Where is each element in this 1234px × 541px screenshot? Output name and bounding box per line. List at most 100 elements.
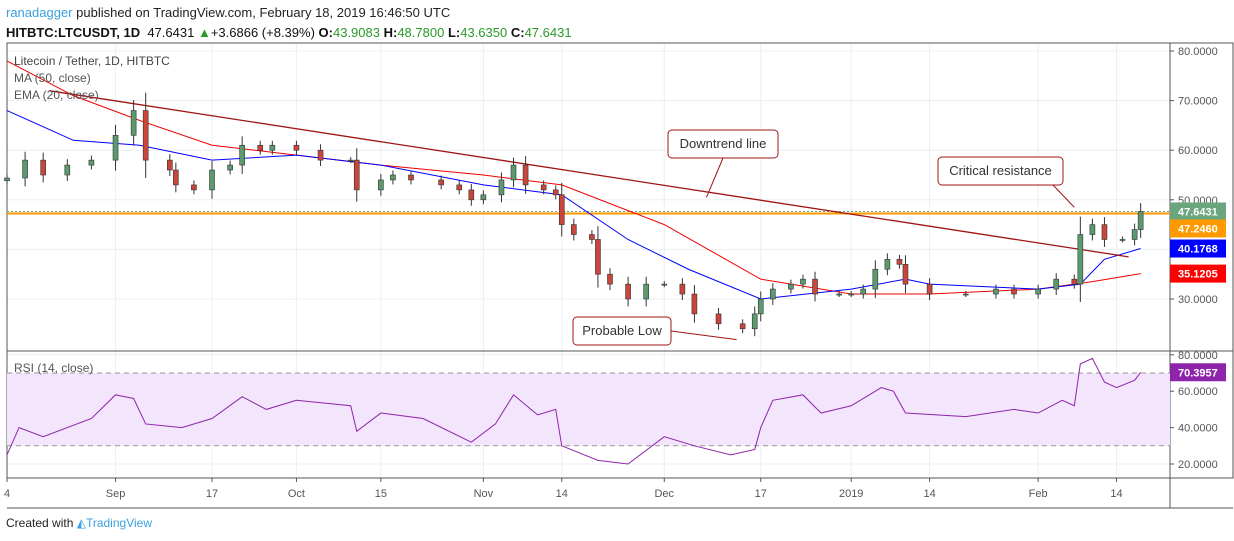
candle bbox=[173, 169, 179, 186]
low-value: 43.6350 bbox=[460, 25, 508, 40]
annotation-pointer bbox=[1052, 184, 1075, 208]
x-tick-label: 17 bbox=[755, 488, 767, 500]
candle bbox=[902, 263, 909, 285]
l-label: L: bbox=[447, 25, 461, 40]
candle bbox=[142, 110, 149, 161]
annotation-box bbox=[937, 156, 1064, 186]
price-badge-value: 35.1205 bbox=[1178, 269, 1218, 281]
candle bbox=[860, 288, 867, 295]
candle bbox=[788, 283, 794, 290]
candle bbox=[800, 278, 806, 285]
candle bbox=[64, 164, 71, 176]
annotation-box bbox=[667, 129, 779, 159]
rsi-line bbox=[6, 357, 1142, 465]
author-link[interactable]: ranadagger bbox=[6, 5, 73, 20]
x-tick-label: Dec bbox=[654, 488, 674, 500]
candle bbox=[739, 323, 746, 330]
symbol-info: HITBTC:LTCUSDT, 1D 47.6431 ▲+3.6866 (+8.… bbox=[6, 25, 572, 40]
tradingview-link[interactable]: TradingView bbox=[85, 516, 152, 530]
candle bbox=[1137, 211, 1144, 230]
up-arrow-icon: ▲ bbox=[197, 25, 211, 40]
candle bbox=[836, 293, 842, 296]
annotation-text: Critical resistance bbox=[949, 163, 1052, 178]
candle bbox=[353, 159, 360, 191]
candle bbox=[317, 149, 324, 161]
y-tick-label: 60.0000 bbox=[1178, 145, 1218, 157]
rsi-last-value: 70.3957 bbox=[1178, 367, 1218, 379]
annotation-pointer bbox=[670, 330, 737, 341]
annotation-text: Downtrend line bbox=[680, 136, 767, 151]
candle bbox=[552, 189, 559, 196]
candle bbox=[167, 159, 173, 171]
last-price: 47.6431 bbox=[147, 25, 195, 40]
candle bbox=[390, 174, 396, 181]
candle bbox=[191, 184, 197, 191]
candle bbox=[239, 144, 245, 166]
rsi-y-tick-label: 40.0000 bbox=[1178, 423, 1218, 435]
candle bbox=[498, 179, 505, 196]
downtrend-line bbox=[49, 90, 1129, 258]
candle bbox=[770, 288, 776, 300]
candle bbox=[1131, 229, 1138, 240]
candle bbox=[112, 135, 119, 161]
candle bbox=[607, 273, 613, 285]
x-tick-label: 14 bbox=[923, 488, 935, 500]
candle bbox=[558, 194, 565, 225]
candle bbox=[715, 313, 722, 325]
candle bbox=[40, 159, 46, 176]
c-label: C: bbox=[510, 25, 525, 40]
x-tick-label: Oct bbox=[288, 488, 305, 500]
candle bbox=[257, 144, 264, 151]
candle bbox=[1035, 288, 1041, 295]
candle bbox=[751, 313, 758, 330]
candle bbox=[293, 144, 300, 151]
candle bbox=[962, 293, 969, 296]
h-label: H: bbox=[383, 25, 398, 40]
indicator-label: MA (50, close) bbox=[14, 71, 91, 85]
candle bbox=[269, 144, 276, 151]
annotation-box bbox=[572, 316, 672, 346]
candle bbox=[1053, 278, 1060, 290]
y-tick-label: 80.0000 bbox=[1178, 46, 1218, 58]
price-badge-value: 47.6431 bbox=[1178, 206, 1218, 218]
candle bbox=[812, 278, 818, 295]
candle bbox=[456, 184, 463, 191]
candle bbox=[679, 283, 686, 295]
candle bbox=[872, 268, 879, 290]
x-tick-label: 14 bbox=[556, 488, 568, 500]
candle bbox=[1101, 224, 1108, 240]
rsi-label: RSI (14, close) bbox=[14, 361, 93, 375]
candle bbox=[468, 189, 475, 201]
candle bbox=[4, 177, 10, 181]
x-tick-label: 4 bbox=[4, 488, 10, 500]
y-tick-label: 70.0000 bbox=[1178, 96, 1218, 108]
high-value: 48.7800 bbox=[397, 25, 445, 40]
candle bbox=[347, 159, 354, 162]
rsi-y-tick-label: 20.0000 bbox=[1178, 459, 1218, 471]
candle bbox=[1071, 278, 1078, 285]
ema20-line bbox=[6, 110, 1141, 300]
candle bbox=[378, 179, 384, 191]
chart-frame bbox=[6, 42, 1234, 479]
candle bbox=[510, 164, 517, 181]
x-tick-label: 15 bbox=[375, 488, 387, 500]
symbol: HITBTC:LTCUSDT, 1D bbox=[6, 25, 141, 40]
price-badge bbox=[1170, 202, 1226, 221]
candle bbox=[589, 234, 595, 240]
candle bbox=[643, 283, 649, 300]
candle bbox=[1077, 234, 1084, 285]
candle bbox=[595, 239, 601, 275]
rsi-last-badge bbox=[1170, 363, 1226, 382]
price-badge-value: 40.1768 bbox=[1178, 244, 1218, 256]
tradingview-logo-icon: ◭ bbox=[76, 516, 86, 530]
candle bbox=[209, 169, 215, 191]
candle bbox=[757, 298, 764, 315]
publish-info: ranadagger published on TradingView.com,… bbox=[6, 5, 450, 20]
price-badge bbox=[1170, 264, 1226, 283]
candle bbox=[691, 293, 698, 315]
price-badge-value: 47.2460 bbox=[1178, 223, 1218, 235]
candle bbox=[896, 259, 903, 265]
candle bbox=[1011, 288, 1017, 295]
x-tick-label: 17 bbox=[206, 488, 218, 500]
